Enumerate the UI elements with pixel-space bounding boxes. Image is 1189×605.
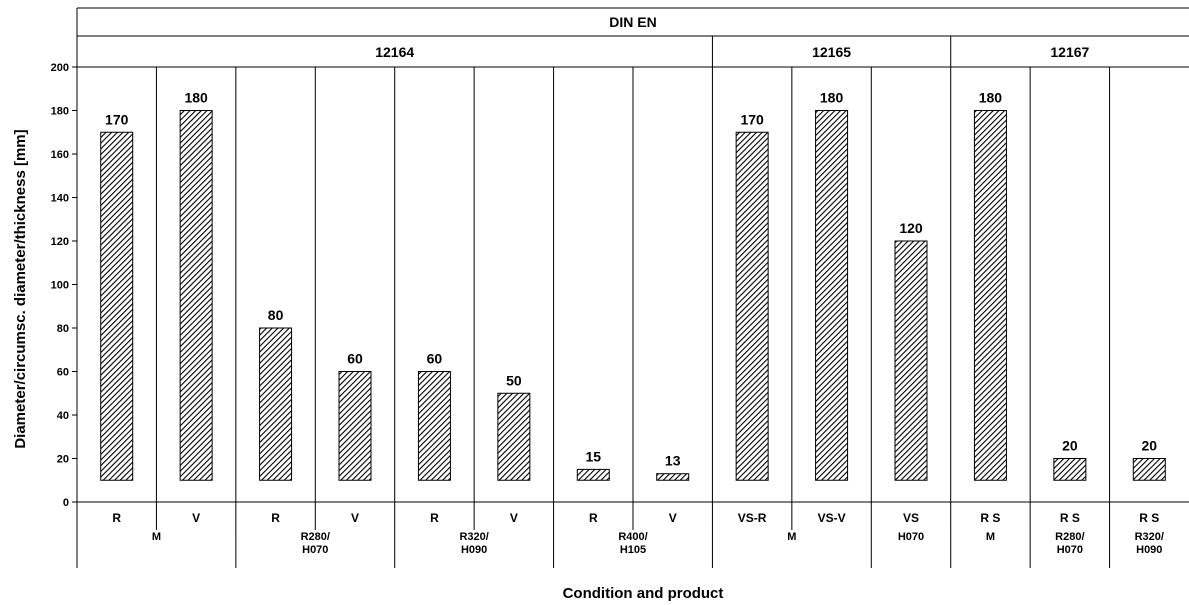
condition-label: H090 xyxy=(461,544,487,556)
category-label: V xyxy=(669,511,677,525)
data-label: 120 xyxy=(899,220,923,236)
category-label: V xyxy=(510,511,518,525)
standard-label: 12167 xyxy=(1050,44,1089,60)
category-label: R S xyxy=(1139,511,1159,525)
data-label: 180 xyxy=(820,90,844,106)
y-axis-label: Diameter/circumsc. diameter/thickness [m… xyxy=(12,129,29,448)
category-label: V xyxy=(192,511,200,525)
condition-label: R280/ xyxy=(1055,531,1084,543)
condition-label: H070 xyxy=(302,544,328,556)
condition-label: R320/ xyxy=(1135,531,1164,543)
y-tick-label: 160 xyxy=(51,149,69,161)
bar xyxy=(735,131,769,481)
x-axis-label: Condition and product xyxy=(563,585,724,602)
category-label: VS xyxy=(903,511,919,525)
standard-label: 12165 xyxy=(812,44,851,60)
data-label: 20 xyxy=(1062,438,1078,454)
y-tick-label: 140 xyxy=(51,193,69,205)
category-label: R xyxy=(589,511,598,525)
data-label: 170 xyxy=(105,111,129,127)
category-label: R xyxy=(430,511,439,525)
condition-label: H070 xyxy=(898,531,924,543)
y-tick-label: 60 xyxy=(57,367,69,379)
labels: DIN EN 12164 12165 12167 M R280/H070 R320/H090… xyxy=(105,14,1164,556)
condition-label: M xyxy=(152,531,161,543)
data-label: 180 xyxy=(979,90,1003,106)
bar xyxy=(417,371,451,481)
bar xyxy=(815,110,849,481)
bar xyxy=(338,371,372,481)
category-label: R S xyxy=(1060,511,1080,525)
bar xyxy=(894,240,928,481)
y-tick-label: 40 xyxy=(57,410,69,422)
data-label: 180 xyxy=(184,90,208,106)
bar xyxy=(973,110,1007,481)
condition-label: M xyxy=(986,531,995,543)
data-label: 170 xyxy=(740,111,764,127)
standard-label: 12164 xyxy=(375,44,414,60)
bar xyxy=(179,110,213,481)
data-label: 15 xyxy=(585,448,601,464)
y-tick-label: 180 xyxy=(51,106,69,118)
data-label: 60 xyxy=(427,351,443,367)
condition-label: H090 xyxy=(1136,544,1162,556)
bar xyxy=(100,131,134,481)
data-label: 50 xyxy=(506,372,522,388)
data-label: 60 xyxy=(347,351,363,367)
bar xyxy=(656,473,690,481)
y-axis: 0 20 40 60 80 100 120 140 160 180 200 xyxy=(51,62,77,509)
y-tick-label: 80 xyxy=(57,323,69,335)
category-label: VS-V xyxy=(818,511,846,525)
condition-label: H105 xyxy=(620,544,646,556)
data-label: 20 xyxy=(1141,438,1157,454)
category-label: V xyxy=(351,511,359,525)
category-label: VS-R xyxy=(738,511,767,525)
condition-label: R320/ xyxy=(459,531,488,543)
y-tick-label: 120 xyxy=(51,236,69,248)
bar xyxy=(576,468,610,481)
bar xyxy=(259,327,293,481)
bar xyxy=(1132,458,1166,481)
header-din-en: DIN EN xyxy=(609,14,656,30)
condition-label: H070 xyxy=(1057,544,1083,556)
y-tick-label: 100 xyxy=(51,280,69,292)
y-tick-label: 200 xyxy=(51,62,69,74)
condition-label: R280/ xyxy=(301,531,330,543)
data-label: 80 xyxy=(268,307,284,323)
table-grid xyxy=(76,7,1189,568)
category-label: R xyxy=(112,511,121,525)
bar xyxy=(497,392,531,481)
category-label: R S xyxy=(980,511,1000,525)
category-label: R xyxy=(271,511,280,525)
condition-label: M xyxy=(787,531,796,543)
condition-label: R400/ xyxy=(618,531,647,543)
bar xyxy=(1053,458,1087,481)
data-label: 13 xyxy=(665,453,681,469)
bars xyxy=(100,110,1166,481)
y-tick-label: 20 xyxy=(57,454,69,466)
y-tick-label: 0 xyxy=(63,497,69,509)
